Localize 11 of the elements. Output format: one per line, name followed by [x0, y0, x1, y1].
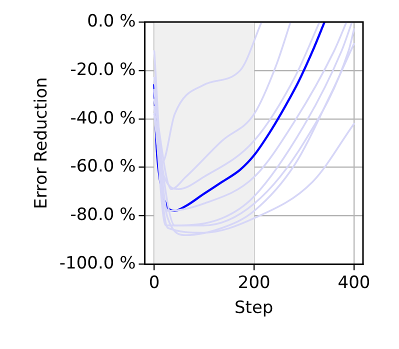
- y-tick-label: -20.0 %: [70, 60, 136, 80]
- x-tick-label: 400: [338, 272, 370, 293]
- y-tick-label: -40.0 %: [70, 108, 136, 128]
- y-axis-title: Error Reduction: [32, 77, 52, 210]
- x-tick-label: 0: [148, 272, 160, 293]
- y-tick-label: -100.0 %: [59, 254, 136, 274]
- x-axis-title: Step: [234, 298, 274, 318]
- y-tick-label: -80.0 %: [70, 205, 136, 226]
- y-tick-label: -60.0 %: [70, 156, 136, 177]
- y-tick-label: 0.0 %: [87, 11, 136, 32]
- x-tick-label: 200: [238, 272, 270, 293]
